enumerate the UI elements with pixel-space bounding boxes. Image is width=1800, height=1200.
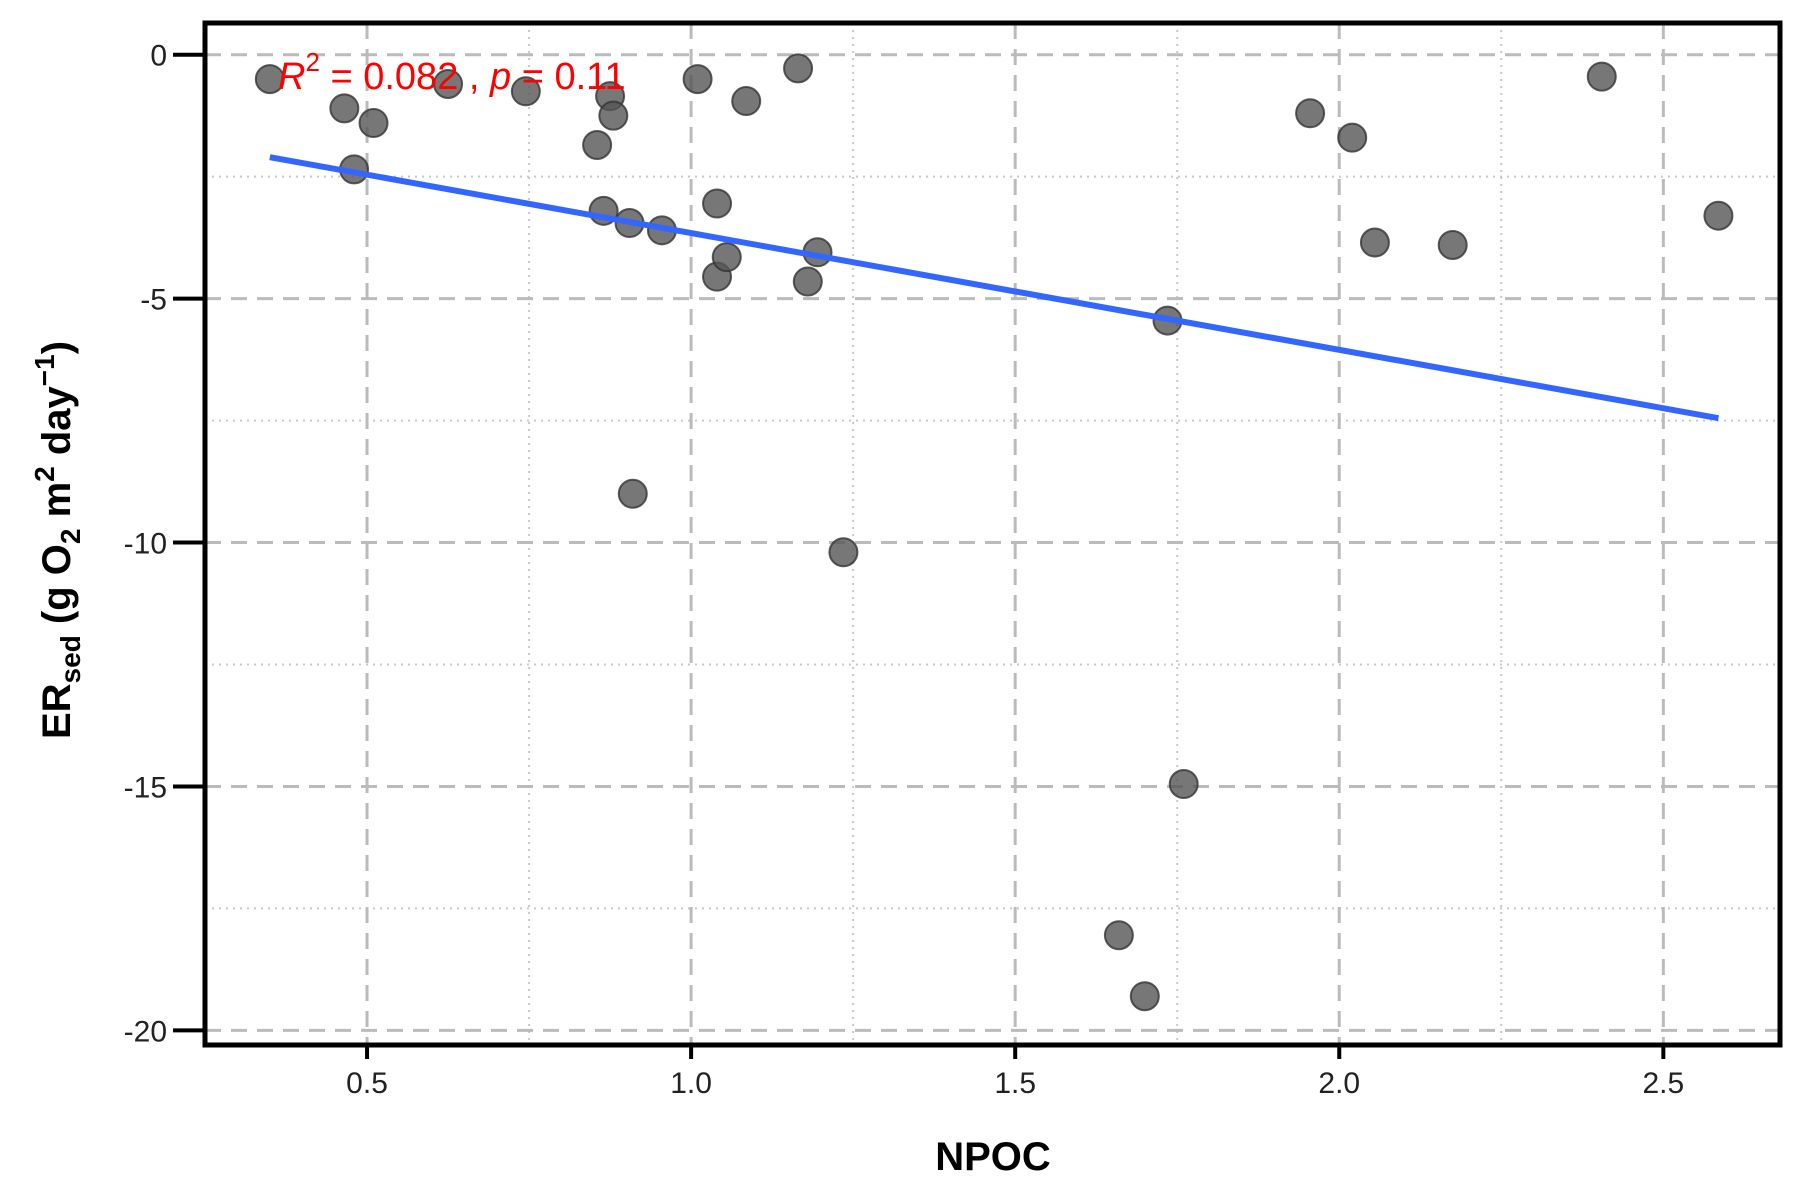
panel-border <box>202 20 1783 1048</box>
data-points <box>254 53 1734 1012</box>
data-point-16 <box>711 242 742 273</box>
r-superscript: 2 <box>305 47 319 77</box>
data-point-21 <box>828 537 859 568</box>
y-title-unit-m: m <box>35 482 79 529</box>
y-title-main: ER <box>35 683 79 739</box>
regression-line <box>269 154 1719 422</box>
r-symbol: R <box>278 56 305 98</box>
y-title-m-superscript: 2 <box>29 466 60 482</box>
data-point-29 <box>1437 229 1468 260</box>
y-tick-label-0: 0 <box>150 40 167 73</box>
data-point-14 <box>702 188 733 219</box>
stats-annotation: R2 = 0.082 , p = 0.11 <box>278 47 626 98</box>
data-point-27 <box>1337 122 1368 153</box>
y-title-unit-open: (g O <box>35 544 79 635</box>
y-title-subscript: sed <box>55 635 86 683</box>
data-point-11 <box>617 478 648 509</box>
minor-grid <box>205 23 1780 1045</box>
data-point-17 <box>731 86 762 117</box>
x-axis: 0.5 1.0 1.5 2.0 2.5 <box>346 1045 1684 1100</box>
data-point-22 <box>1103 920 1134 951</box>
y-title-o-subscript: 2 <box>55 529 86 545</box>
data-point-18 <box>783 53 814 84</box>
regression-line-group <box>269 154 1719 422</box>
data-point-31 <box>1703 200 1734 231</box>
x-axis-title: NPOC <box>935 1135 1051 1179</box>
data-point-30 <box>1586 61 1617 92</box>
data-point-13 <box>682 64 713 95</box>
y-title-day-superscript: −1 <box>29 354 60 386</box>
y-tick-label-3: -15 <box>124 771 167 804</box>
major-grid <box>205 23 1780 1045</box>
y-axis-title: ERsed (g O2 m2 day−1) <box>29 341 86 739</box>
data-point-1 <box>329 93 360 124</box>
y-tick-label-4: -20 <box>124 1015 167 1048</box>
data-point-25 <box>1168 769 1199 800</box>
data-point-6 <box>582 129 613 160</box>
y-axis: 0 -5 -10 -15 -20 <box>124 40 205 1048</box>
r-value: = 0.082 , <box>320 56 490 98</box>
data-point-4 <box>433 68 464 99</box>
data-point-28 <box>1359 227 1390 258</box>
x-tick-label-1: 1.0 <box>670 1067 712 1100</box>
x-tick-label-2: 1.5 <box>994 1067 1036 1100</box>
y-title-unit-day: day <box>35 385 79 466</box>
y-tick-label-1: -5 <box>140 284 167 317</box>
x-tick-label-0: 0.5 <box>346 1067 388 1100</box>
p-value: = 0.11 <box>511 56 625 98</box>
data-point-19 <box>792 266 823 297</box>
data-point-5 <box>510 76 541 107</box>
data-point-26 <box>1295 98 1326 129</box>
p-symbol: p <box>489 56 511 98</box>
data-point-3 <box>358 108 389 139</box>
x-tick-label-3: 2.0 <box>1318 1067 1360 1100</box>
data-point-9 <box>598 100 629 131</box>
y-tick-label-2: -10 <box>124 528 167 561</box>
x-tick-label-4: 2.5 <box>1642 1067 1684 1100</box>
data-point-0 <box>254 64 285 95</box>
data-point-23 <box>1129 981 1160 1012</box>
y-title-unit-close: ) <box>35 341 79 354</box>
